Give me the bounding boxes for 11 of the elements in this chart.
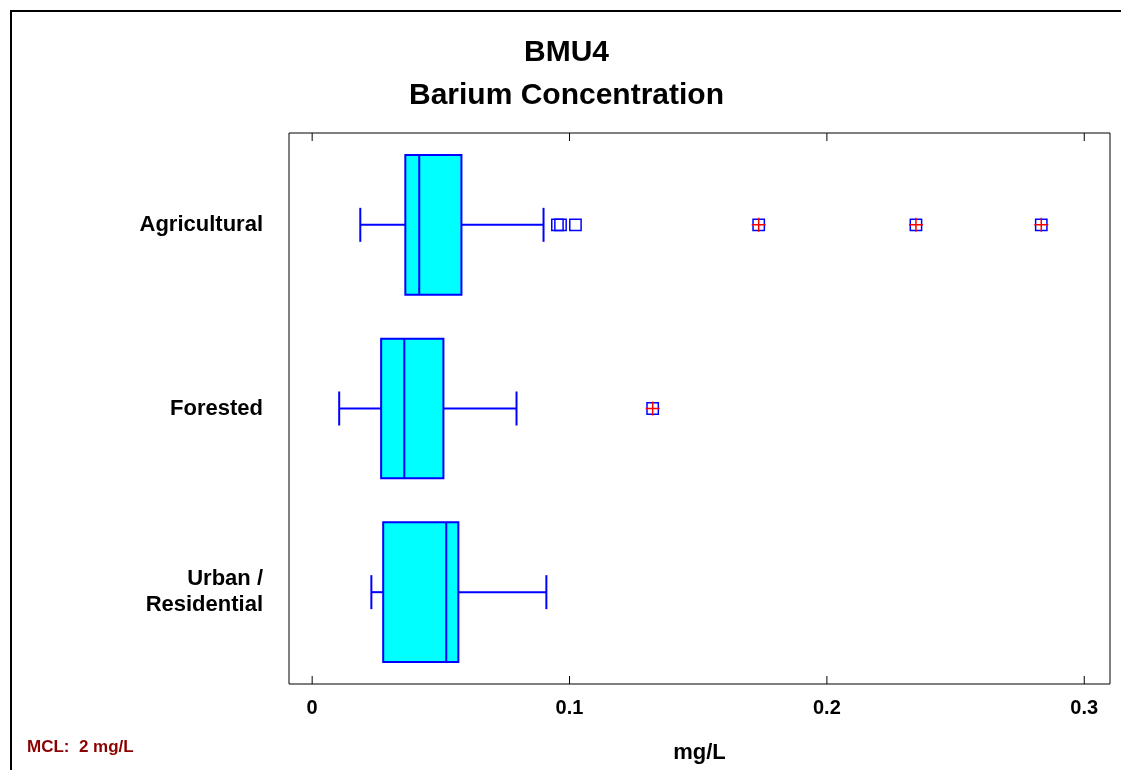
x-tick-label: 0.1 <box>555 695 584 718</box>
text: MCL: 2 mg/L <box>27 737 134 757</box>
x-axis-title: mg/L <box>673 738 726 764</box>
y-tick-label: Agricultural <box>139 210 263 236</box>
y-tick-label: Forested <box>170 394 263 420</box>
y-tick-label: Urban / Residential <box>145 565 263 617</box>
x-tick-label: 0.2 <box>812 695 841 718</box>
chart-title: BMU4 <box>523 34 610 68</box>
chart-subtitle: Barium Concentration <box>408 77 725 111</box>
x-tick-label: 0 <box>306 695 318 718</box>
x-tick-label: 0.3 <box>1070 695 1099 718</box>
